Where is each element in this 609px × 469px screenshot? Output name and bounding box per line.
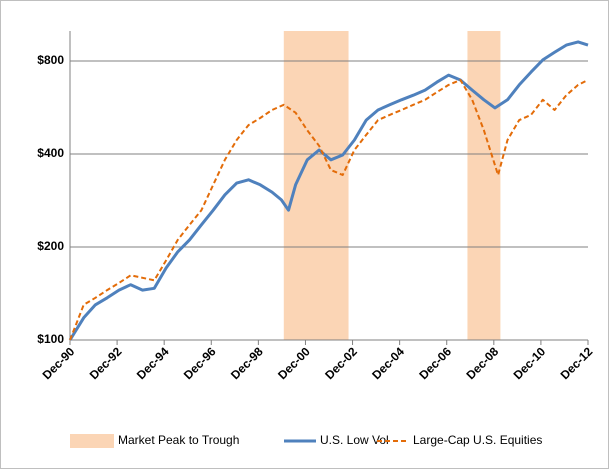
legend-label: Market Peak to Trough [118,433,239,447]
legend-label: U.S. Low Vol [320,433,389,447]
series-line [68,40,589,341]
y-tick-label: $200 [37,239,64,253]
y-tick-label: $800 [37,53,64,67]
y-tick-label: $100 [37,332,64,346]
shaded-region [283,31,349,340]
legend-label: Large-Cap U.S. Equities [413,433,542,447]
legend-swatch [70,434,114,448]
shaded-region [467,31,501,340]
y-tick-label: $400 [37,146,64,160]
